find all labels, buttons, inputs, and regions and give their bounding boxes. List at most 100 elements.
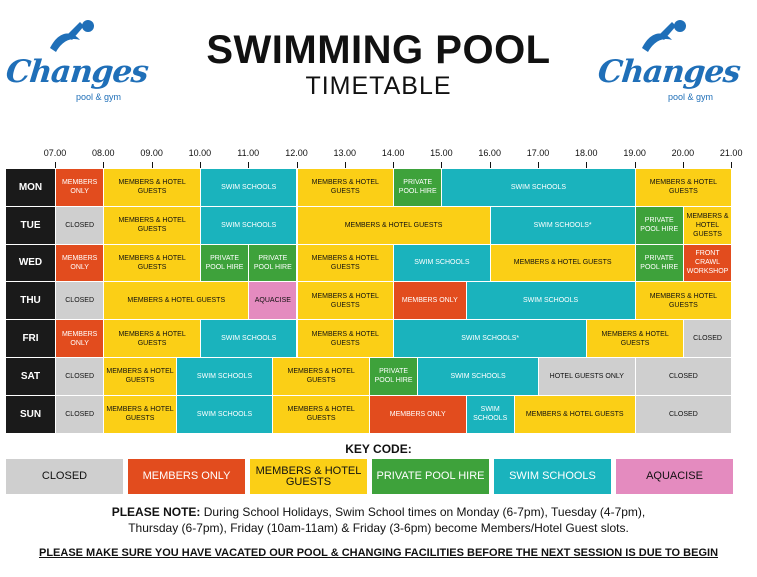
session-closed: CLOSED	[635, 358, 732, 395]
key-members-guests: MEMBERS & HOTEL GUESTS	[250, 459, 367, 494]
day-label-fri: FRI	[6, 320, 55, 357]
session-private-hire: PRIVATE POOL HIRE	[369, 358, 418, 395]
key-swim-schools: SWIM SCHOOLS	[494, 459, 611, 494]
time-label: 16.00	[478, 148, 501, 158]
key-closed: CLOSED	[6, 459, 123, 494]
session-members-guests: MEMBERS & HOTEL GUESTS	[297, 206, 490, 244]
session-members-only: MEMBERS ONLY	[369, 395, 466, 433]
time-tick	[199, 162, 201, 168]
session-private-hire: PRIVATE POOL HIRE	[635, 244, 683, 282]
time-tick	[55, 162, 56, 168]
time-label: 10.00	[188, 148, 212, 158]
session-swim-schools: SWIM SCHOOLS	[200, 320, 297, 357]
time-tick	[296, 162, 298, 168]
timetable-grid: MON MEMBERS ONLY MEMBERS & HOTEL GUESTS SWI…	[6, 169, 732, 434]
session-members-guests: MEMBERS & HOTEL GUESTS	[635, 169, 732, 206]
session-members-only: MEMBERS ONLY	[56, 169, 104, 206]
time-tick	[586, 162, 588, 168]
session-members-guests: MEMBERS & HOTEL GUESTS	[104, 282, 249, 320]
session-closed: CLOSED	[683, 320, 732, 357]
session-swim-schools: SWIM SCHOOLS	[466, 395, 514, 433]
session-swim-schools: SWIM SCHOOLS	[466, 282, 635, 320]
day-label-wed: WED	[6, 244, 55, 282]
time-tick	[151, 162, 153, 168]
note-line-1: During School Holidays, Swim School time…	[203, 505, 646, 519]
time-label: 12.00	[285, 148, 308, 158]
session-swim-schools: SWIM SCHOOLS	[200, 206, 297, 244]
session-members-only: MEMBERS ONLY	[394, 282, 466, 320]
swimmer-icon	[642, 20, 686, 52]
time-label: 13.00	[333, 148, 357, 158]
session-members-guests: MEMBERS & HOTEL GUESTS	[104, 395, 176, 433]
session-members-guests: MEMBERS & HOTEL GUESTS	[104, 244, 200, 282]
time-label: 08.00	[92, 148, 115, 158]
swimmer-icon	[50, 20, 94, 52]
time-tick	[538, 162, 539, 168]
session-aquacise: AQUACISE	[249, 282, 297, 320]
time-label: 14.00	[381, 148, 405, 158]
session-members-guests: MEMBERS & HOTEL GUESTS	[297, 320, 394, 357]
time-tick	[344, 162, 346, 168]
time-label: 19.00	[623, 148, 646, 158]
session-members-only: FRONT CRAWL WORKSHOP	[683, 244, 732, 282]
session-closed: CLOSED	[56, 395, 104, 433]
session-swim-schools: SWIM SCHOOLS	[442, 169, 635, 206]
session-closed: CLOSED	[56, 206, 104, 244]
session-closed: CLOSED	[56, 282, 104, 320]
time-tick	[393, 162, 395, 168]
session-members-guests: MEMBERS & HOTEL GUESTS	[490, 244, 635, 282]
page-title: SWIMMING POOL	[206, 28, 551, 72]
vacate-warning: PLEASE MAKE SURE YOU HAVE VACATED OUR PO…	[38, 547, 719, 559]
session-private-hire: PRIVATE POOL HIRE	[249, 244, 297, 282]
day-label-sun: SUN	[6, 395, 55, 433]
session-members-guests: MEMBERS & HOTEL GUESTS	[104, 358, 176, 395]
time-axis: 07.00 08.00 09.00 10.00 11.00 12.00 13.00 14.00…	[0, 148, 757, 162]
session-members-guests: MEMBERS & HOTEL GUESTS	[297, 244, 394, 282]
session-members-guests: MEMBERS & HOTEL GUESTS	[297, 169, 394, 206]
session-swim-schools: SWIM SCHOOLS	[176, 395, 273, 433]
time-tick	[103, 162, 105, 168]
session-swim-schools: SWIM SCHOOLS*	[490, 206, 635, 244]
session-members-only: MEMBERS ONLY	[56, 320, 104, 357]
logo-left: Changes pool & gym	[4, 18, 150, 108]
session-private-hire: PRIVATE POOL HIRE	[200, 244, 249, 282]
key-aquacise: AQUACISE	[616, 459, 733, 494]
day-label-sat: SAT	[6, 358, 55, 395]
time-tick	[441, 162, 443, 168]
note-line-2: Thursday (6-7pm), Friday (10am-11am) & F…	[128, 521, 629, 535]
logo-tagline: pool & gym	[76, 92, 122, 102]
session-private-hire: PRIVATE POOL HIRE	[635, 206, 683, 244]
time-tick	[634, 162, 636, 168]
session-members-guests: MEMBERS & HOTEL GUESTS	[104, 169, 200, 206]
time-tick	[682, 162, 684, 168]
time-label: 07.00	[43, 148, 67, 158]
session-members-guests: MEMBERS & HOTEL GUESTS	[273, 358, 369, 395]
time-label: 18.00	[575, 148, 598, 158]
session-closed: CLOSED	[56, 358, 104, 395]
session-members-guests: MEMBERS & HOTEL GUESTS	[297, 282, 394, 320]
session-closed: HOTEL GUESTS ONLY	[539, 358, 635, 395]
session-swim-schools: SWIM SCHOOLS	[418, 358, 538, 395]
time-label: 21.00	[719, 148, 743, 158]
session-swim-schools: SWIM SCHOOLS	[176, 358, 273, 395]
session-members-guests: MEMBERS & HOTEL GUESTS	[587, 320, 683, 357]
logo-tagline: pool & gym	[668, 92, 714, 102]
day-label-mon: MON	[6, 169, 55, 206]
key-private-hire: PRIVATE POOL HIRE	[372, 459, 489, 494]
session-swim-schools: SWIM SCHOOLS	[394, 244, 490, 282]
holiday-note: PLEASE NOTE: During School Holidays, Swi…	[0, 504, 757, 536]
time-tick	[248, 162, 250, 168]
time-tick	[489, 162, 491, 168]
page-subtitle: TIMETABLE	[305, 72, 452, 100]
time-label: 20.00	[671, 148, 695, 158]
time-label: 15.00	[430, 148, 453, 158]
session-members-guests: MEMBERS & HOTEL GUESTS	[104, 206, 200, 244]
time-tick	[731, 162, 733, 168]
note-lead: PLEASE NOTE:	[111, 505, 201, 519]
session-closed: CLOSED	[635, 395, 732, 433]
day-label-thu: THU	[6, 282, 55, 320]
time-label: 09.00	[140, 148, 163, 158]
session-members-guests: MEMBERS & HOTEL GUESTS	[514, 395, 635, 433]
session-private-hire: PRIVATE POOL HIRE	[394, 169, 442, 206]
key-members-only: MEMBERS ONLY	[128, 459, 245, 494]
